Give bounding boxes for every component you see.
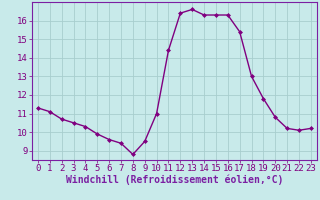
X-axis label: Windchill (Refroidissement éolien,°C): Windchill (Refroidissement éolien,°C) <box>66 175 283 185</box>
